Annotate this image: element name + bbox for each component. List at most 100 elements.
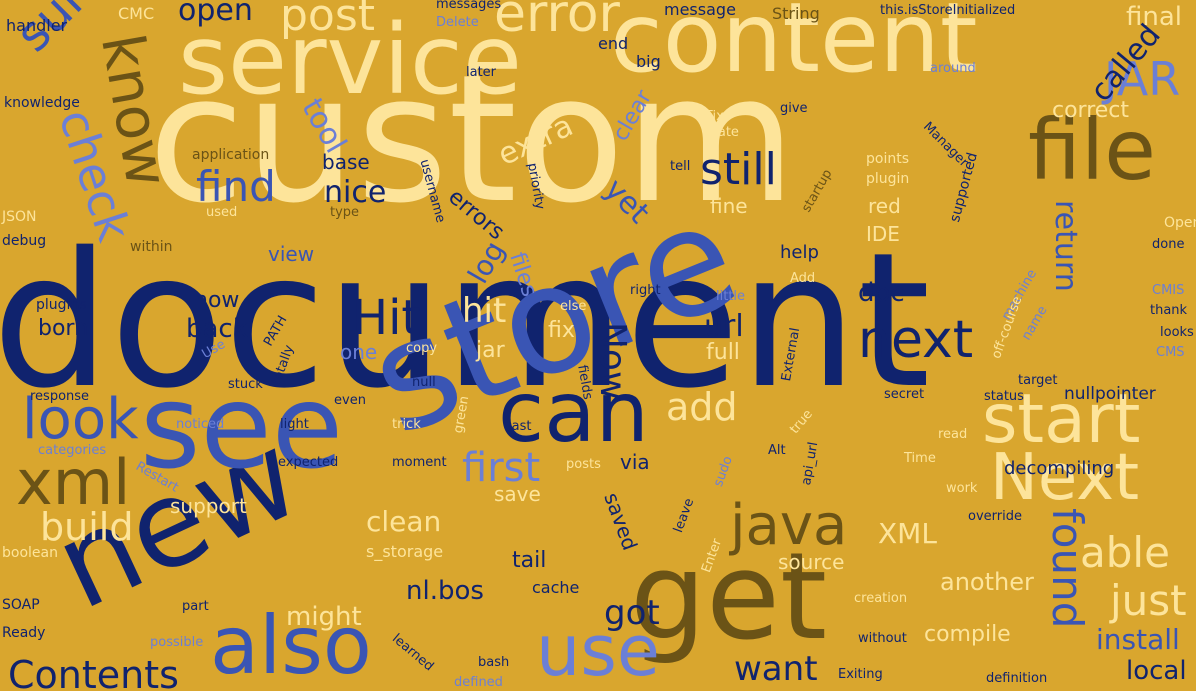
- word-work: work: [946, 481, 978, 496]
- word-next-cap: Next: [990, 441, 1140, 515]
- word-find: find: [196, 162, 276, 211]
- word-fix2: Fix: [706, 109, 724, 124]
- word-definition: definition: [986, 671, 1048, 686]
- word-fix: fix: [548, 318, 575, 343]
- word-url: url: [704, 309, 744, 344]
- word-response: response: [30, 389, 90, 404]
- word-error: error: [494, 0, 620, 44]
- word-expected: expected: [278, 455, 339, 470]
- word-back: back: [186, 314, 248, 344]
- word-categories: categories: [38, 443, 107, 458]
- word-later: later: [466, 65, 497, 80]
- word-one: one: [340, 340, 378, 364]
- word-message: message: [664, 0, 736, 19]
- word-just: just: [1110, 576, 1187, 625]
- word-type: type: [330, 205, 360, 220]
- word-off-course: off-course: [989, 294, 1026, 361]
- word-correct: correct: [1052, 98, 1130, 123]
- word-json: JSON: [2, 209, 37, 225]
- word-override: override: [968, 509, 1022, 524]
- word-stuck: stuck: [228, 377, 263, 392]
- word-file: file: [1028, 101, 1156, 199]
- word-add2: Add: [790, 271, 816, 286]
- word-get: get: [630, 528, 828, 667]
- word-application: application: [192, 147, 270, 163]
- word-null: null: [412, 375, 436, 390]
- word-add: add: [666, 385, 738, 429]
- word-little: little: [716, 289, 746, 304]
- word-alt: Alt: [768, 443, 786, 458]
- word-got: got: [604, 593, 660, 633]
- word-saved: saved: [599, 489, 643, 554]
- word-plugin: plugin: [866, 171, 910, 187]
- word-doc: doc: [858, 278, 905, 308]
- word-source: source: [778, 550, 845, 574]
- word-api-url: api_url: [799, 440, 822, 487]
- word-another: another: [940, 568, 1034, 596]
- word-creation: creation: [854, 591, 908, 606]
- word-string: String: [772, 4, 820, 23]
- word-service: service: [178, 4, 522, 116]
- word-hit: hit: [462, 291, 507, 331]
- word-handler: handler: [6, 16, 68, 35]
- word-ide: IDE: [866, 222, 900, 246]
- word-build: build: [40, 505, 134, 549]
- word-noticed: noticed: [176, 417, 225, 432]
- word-jar: jar: [476, 338, 505, 363]
- word-big: big: [636, 52, 661, 71]
- word-final: final: [1126, 2, 1183, 32]
- word-isstore: this.isStoreInitialized: [880, 3, 1016, 18]
- word-nice: nice: [324, 175, 387, 210]
- word-thank: thank: [1150, 303, 1188, 318]
- word-give: give: [780, 101, 808, 116]
- word-part: part: [182, 599, 209, 614]
- word-look: look: [22, 387, 139, 452]
- word-fine: fine: [710, 194, 748, 218]
- word-cache: cache: [532, 578, 580, 597]
- word-jar-cap: JAR: [1104, 52, 1181, 106]
- word-soap: SOAP: [2, 597, 40, 613]
- word-still: still: [700, 144, 777, 195]
- word-tail: tail: [512, 548, 547, 573]
- word-target: target: [1018, 373, 1058, 388]
- word-return: return: [1048, 200, 1083, 292]
- word-cms: CMS: [1156, 345, 1185, 360]
- word-decompiling: decompiling: [1004, 458, 1115, 479]
- word-hit-cap: Hit: [352, 290, 421, 346]
- word-around: around: [930, 61, 976, 76]
- word-base: base: [322, 150, 370, 174]
- word-tell: tell: [670, 159, 691, 174]
- word-learned: learned: [389, 631, 437, 675]
- word-local: local: [1126, 656, 1187, 686]
- word-copy: copy: [406, 341, 438, 356]
- word-without: without: [858, 631, 907, 646]
- word-xml: xml: [16, 446, 131, 519]
- word-debug: debug: [2, 233, 47, 249]
- word-nullpointer: nullpointer: [1064, 384, 1156, 404]
- word-cmc: CMC: [118, 4, 155, 23]
- word-time: Time: [904, 451, 936, 466]
- word-java: java: [730, 493, 848, 558]
- word-posts: posts: [566, 457, 601, 472]
- word-sudo: sudo: [711, 454, 736, 489]
- word-knowledge: knowledge: [4, 95, 80, 111]
- word-install: install: [1096, 623, 1180, 656]
- word-xml-cap: XML: [878, 517, 937, 550]
- word-right: right: [630, 283, 661, 298]
- word-ready: Ready: [2, 625, 46, 641]
- word-defined: defined: [454, 675, 503, 690]
- word-see: see: [140, 360, 344, 495]
- word-boolean: boolean: [2, 545, 58, 561]
- word-contents: Contents: [8, 653, 179, 691]
- word-support: support: [170, 494, 247, 518]
- word-even: even: [334, 393, 366, 408]
- word-use: use: [536, 610, 660, 691]
- word-open: open: [178, 0, 253, 28]
- word-points: points: [866, 151, 909, 167]
- word-read: read: [938, 427, 968, 442]
- word-looks: looks: [1160, 325, 1194, 340]
- word-save: save: [494, 482, 541, 506]
- word-else: else: [560, 299, 587, 314]
- word-light: light: [280, 417, 309, 432]
